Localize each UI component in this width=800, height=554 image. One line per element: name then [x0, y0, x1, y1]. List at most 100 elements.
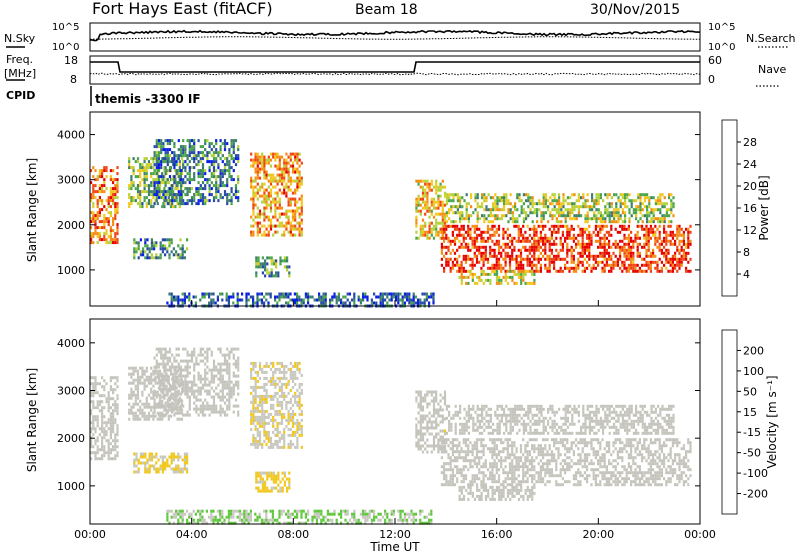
scatter-cell	[575, 199, 578, 203]
scatter-cell	[276, 164, 279, 168]
scatter-cell	[230, 202, 233, 206]
scatter-cell	[226, 199, 229, 203]
scatter-cell	[272, 418, 275, 422]
scatter-cell	[435, 179, 438, 183]
scatter-cell	[426, 197, 429, 201]
scatter-cell	[426, 203, 429, 207]
scatter-cell	[223, 368, 227, 372]
scatter-cell	[201, 401, 205, 405]
scatter-cell	[641, 227, 644, 231]
scatter-cell	[500, 199, 503, 203]
scatter-cell	[526, 248, 529, 252]
scatter-cell	[272, 274, 275, 278]
scatter-cell	[625, 269, 628, 273]
scatter-cell	[92, 418, 95, 422]
scatter-cell	[164, 199, 167, 203]
scatter-cell	[258, 433, 262, 437]
scatter-cell	[481, 205, 484, 209]
scatter-cell	[649, 263, 652, 267]
scatter-cell	[175, 467, 178, 471]
scatter-cell	[109, 415, 112, 419]
scatter-cell	[128, 196, 131, 200]
scatter-cell	[258, 436, 262, 440]
scatter-cell	[322, 295, 325, 299]
scatter-cell	[164, 184, 167, 188]
scatter-cell	[264, 274, 267, 278]
scatter-cell	[647, 266, 650, 270]
scatter-cell	[645, 236, 648, 240]
scatter-cell	[606, 202, 609, 206]
scatter-cell	[101, 220, 104, 224]
scatter-cell	[276, 433, 279, 437]
scatter-cell	[137, 470, 140, 474]
scatter-cell	[261, 194, 264, 198]
scatter-cell	[494, 214, 497, 218]
scatter-cell	[439, 212, 442, 216]
scatter-cell	[285, 191, 288, 195]
scatter-cell	[491, 233, 494, 237]
scatter-cell	[107, 427, 110, 431]
scatter-cell	[502, 266, 505, 270]
scatter-cell	[280, 170, 284, 174]
scatter-cell	[150, 193, 153, 197]
scatter-cell	[491, 224, 494, 228]
scatter-cell	[652, 214, 655, 218]
scatter-cell	[586, 214, 589, 218]
scatter-cell	[665, 251, 668, 255]
scatter-cell	[168, 383, 172, 387]
scatter-cell	[278, 436, 281, 440]
scatter-cell	[208, 184, 211, 188]
scatter-cell	[157, 467, 160, 471]
scatter-cell	[528, 251, 531, 255]
scatter-cell	[258, 167, 262, 171]
scatter-cell	[300, 212, 303, 216]
scatter-cell	[610, 245, 613, 249]
scatter-cell	[152, 160, 155, 164]
freq-label: Freq.	[6, 53, 33, 66]
scatter-cell	[287, 188, 290, 192]
scatter-cell	[531, 202, 534, 206]
scatter-cell	[206, 151, 209, 155]
scatter-cell	[570, 266, 573, 270]
scatter-cell	[98, 172, 101, 176]
scatter-cell	[294, 227, 297, 231]
scatter-cell	[101, 175, 104, 179]
scatter-cell	[514, 202, 517, 206]
scatter-cell	[256, 206, 259, 210]
scatter-cell	[522, 257, 525, 261]
scatter-cell	[166, 392, 169, 396]
scatter-cell	[453, 239, 457, 243]
scatter-cell	[155, 163, 158, 167]
scatter-cell	[232, 356, 235, 360]
scatter-cell	[548, 236, 551, 240]
scatter-cell	[145, 178, 148, 182]
nsky-trace	[90, 29, 701, 42]
scatter-cell	[167, 387, 170, 391]
scatter-cell	[669, 233, 672, 237]
scatter-cell	[465, 208, 468, 212]
scatter-cell	[157, 151, 161, 155]
scatter-cell	[256, 442, 259, 446]
scatter-cell	[219, 362, 222, 366]
scatter-cell	[550, 224, 553, 228]
scatter-cell	[266, 256, 269, 260]
scatter-cell	[456, 196, 459, 200]
scatter-cell	[395, 292, 398, 296]
scatter-cell	[505, 214, 508, 218]
scatter-cell	[161, 417, 164, 421]
scatter-cell	[657, 220, 660, 224]
scatter-cell	[269, 361, 273, 365]
scatter-cell	[475, 233, 479, 237]
scatter-cell	[94, 430, 97, 434]
scatter-cell	[94, 406, 97, 410]
scatter-cell	[107, 235, 110, 239]
scatter-cell	[208, 404, 211, 408]
scatter-cell	[634, 266, 637, 270]
scatter-cell	[344, 295, 347, 299]
scatter-cell	[520, 211, 523, 215]
scatter-cell	[680, 248, 683, 252]
scatter-cell	[267, 430, 270, 434]
scatter-cell	[228, 401, 231, 405]
scatter-cell	[252, 218, 255, 222]
scatter-cell	[294, 224, 297, 228]
